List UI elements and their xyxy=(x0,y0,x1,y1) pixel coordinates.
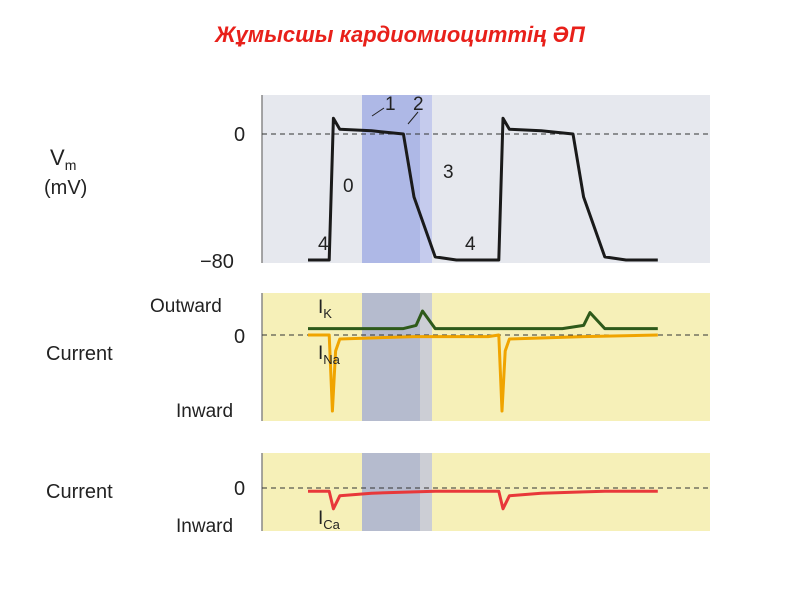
phase-0-label: 0 xyxy=(343,176,354,197)
inward2-label: Inward xyxy=(176,516,233,537)
vm-unit-label: (mV) xyxy=(44,177,87,199)
current2-label: Current xyxy=(46,481,113,503)
phase-3-label: 3 xyxy=(443,162,454,183)
ina-label: INa xyxy=(318,343,341,367)
vm-axis-label: Vm xyxy=(50,145,76,173)
slide-title: Жұмысшы кардиомиоциттің ӘП xyxy=(215,22,585,47)
ik-trace xyxy=(308,309,658,331)
current2-tick-0: 0 xyxy=(234,478,245,500)
vm-trace xyxy=(308,116,658,262)
highlight-gap-2 xyxy=(262,421,710,453)
current1-label: Current xyxy=(46,343,113,365)
ik-label: IK xyxy=(318,297,332,321)
ica-trace xyxy=(308,489,658,511)
vm-tick-minus80: −80 xyxy=(200,251,234,273)
phase-4a-label: 4 xyxy=(318,234,329,255)
current1-tick-0: 0 xyxy=(234,326,245,348)
phase2-leader xyxy=(407,111,419,125)
highlight-gap-1 xyxy=(262,263,710,293)
phase-2-label: 2 xyxy=(413,94,424,115)
phase1-leader xyxy=(371,107,385,117)
inward1-label: Inward xyxy=(176,401,233,422)
ica-label: ICa xyxy=(318,508,341,532)
phase-4b-label: 4 xyxy=(465,234,476,255)
ina-trace xyxy=(308,333,658,413)
phase-1-label: 1 xyxy=(385,94,396,115)
highlight-band-core xyxy=(362,95,420,531)
outward-label: Outward xyxy=(150,296,222,317)
vm-tick-0: 0 xyxy=(234,124,245,146)
